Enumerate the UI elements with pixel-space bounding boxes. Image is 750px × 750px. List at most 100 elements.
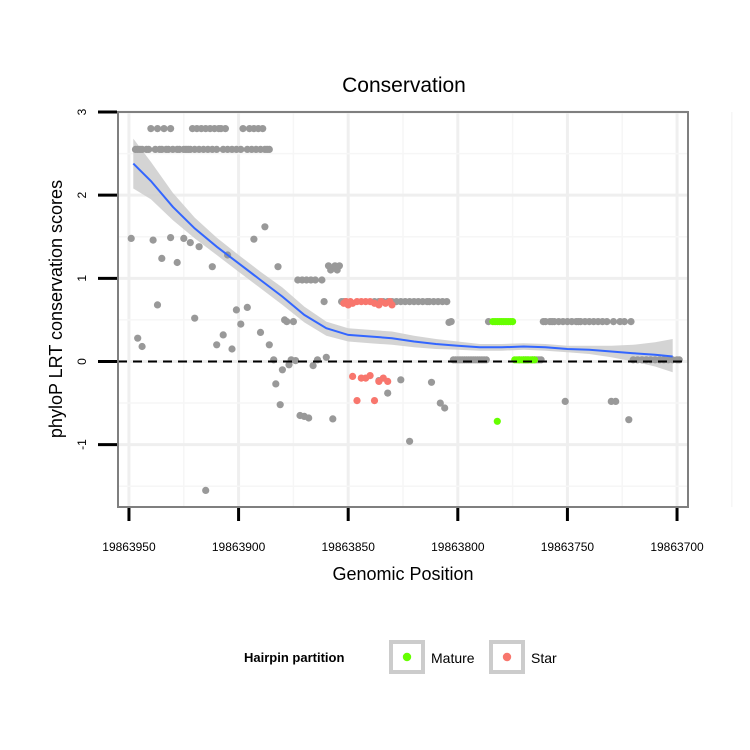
y-axis-title: phyloP LRT conservation scores <box>46 180 66 438</box>
x-axis-title: Genomic Position <box>332 564 473 584</box>
point-star <box>384 377 392 385</box>
point-other <box>443 298 451 306</box>
point-other <box>309 362 317 370</box>
point-other <box>208 263 216 271</box>
point-other <box>202 486 210 494</box>
point-other <box>160 125 168 133</box>
point-other <box>447 318 455 326</box>
point-other <box>609 318 618 326</box>
point-other <box>322 353 330 361</box>
smooth-line <box>132 162 673 358</box>
legend-label-mature: Mature <box>431 650 475 666</box>
point-other <box>243 303 251 311</box>
point-other <box>138 342 146 351</box>
point-other <box>627 318 635 326</box>
series-star <box>340 298 396 405</box>
point-other <box>318 276 326 284</box>
point-other <box>256 328 265 336</box>
y-tick-label: -1 <box>75 439 89 450</box>
point-other <box>397 376 405 384</box>
legend-title: Hairpin partition <box>244 650 344 665</box>
point-mature <box>493 417 501 425</box>
point-other <box>153 125 162 133</box>
point-other <box>180 234 188 242</box>
point-other <box>213 145 221 153</box>
point-other <box>305 414 313 422</box>
point-other <box>612 397 620 405</box>
point-other <box>195 243 203 251</box>
point-other <box>625 416 633 424</box>
point-other <box>239 125 247 133</box>
point-other <box>272 380 280 388</box>
point-star <box>349 372 357 380</box>
legend-key-star <box>489 640 525 674</box>
point-other <box>219 331 227 339</box>
legend-dot-mature <box>402 652 412 662</box>
point-other <box>335 262 343 270</box>
point-other <box>283 318 291 326</box>
y-tick-label: 3 <box>75 108 89 115</box>
confidence-ribbon-layer <box>133 138 673 373</box>
point-other <box>274 263 282 271</box>
point-mature <box>508 318 517 326</box>
plot-panel-border <box>117 111 689 508</box>
point-other <box>167 125 175 133</box>
point-other <box>620 318 629 326</box>
x-tick-label: 19863800 <box>431 540 485 554</box>
x-tick-label: 19863700 <box>650 540 704 554</box>
x-axis: 19863950 19863900 19863850 19863800 19863750… <box>102 508 704 554</box>
point-other <box>228 345 236 353</box>
point-other <box>427 378 436 386</box>
point-other <box>149 236 157 244</box>
point-other <box>561 397 569 405</box>
point-star <box>366 372 374 380</box>
point-other <box>311 276 319 284</box>
series-mature <box>489 318 539 425</box>
smooth-line-layer <box>132 162 673 358</box>
x-tick-label: 19863900 <box>212 540 266 554</box>
smooth-confidence-ribbon <box>133 138 673 373</box>
point-other <box>127 234 135 242</box>
point-mature <box>530 356 539 364</box>
point-other <box>153 301 162 309</box>
point-other <box>289 318 297 326</box>
point-other <box>320 298 328 306</box>
point-other <box>173 258 181 267</box>
point-other <box>145 145 153 153</box>
point-other <box>232 306 240 314</box>
point-star <box>388 301 396 309</box>
point-other <box>259 125 267 133</box>
legend: Hairpin partition Mature Star <box>244 640 557 674</box>
legend-label-star: Star <box>531 650 557 666</box>
y-axis: -1 0 1 2 3 <box>75 108 117 450</box>
point-star <box>353 397 361 405</box>
point-other <box>265 145 273 153</box>
point-star <box>370 397 379 405</box>
legend-dot-star <box>502 652 512 662</box>
point-other <box>191 314 199 322</box>
point-other <box>278 366 286 374</box>
point-other <box>329 415 337 423</box>
point-other <box>292 357 300 365</box>
point-other <box>384 389 392 397</box>
point-other <box>276 401 284 409</box>
x-tick-label: 19863950 <box>102 540 156 554</box>
point-other <box>250 235 258 243</box>
y-tick-label: 1 <box>75 275 89 282</box>
point-other <box>167 234 175 242</box>
point-other <box>221 125 229 133</box>
point-other <box>261 223 269 231</box>
point-other <box>237 145 245 153</box>
point-other <box>134 334 142 342</box>
y-tick-label: 0 <box>75 358 89 365</box>
point-other <box>436 399 444 407</box>
point-other <box>237 320 245 328</box>
x-tick-label: 19863750 <box>541 540 595 554</box>
point-other <box>158 254 166 262</box>
y-tick-label: 2 <box>75 192 89 199</box>
point-other <box>406 437 414 445</box>
point-other <box>441 404 449 412</box>
point-other <box>186 239 194 247</box>
point-other <box>603 318 611 326</box>
